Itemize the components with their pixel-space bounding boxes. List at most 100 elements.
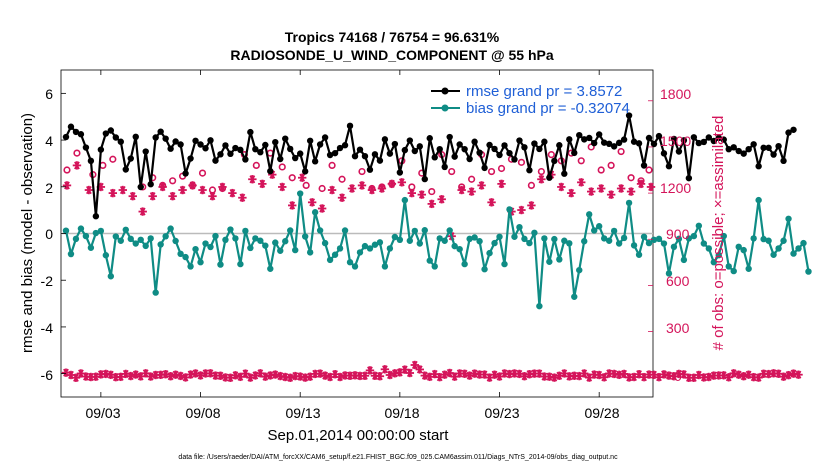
obs-possible-point	[597, 166, 605, 174]
obs-baseline-point	[355, 371, 365, 381]
rmse-point	[765, 144, 772, 151]
rmse-point	[351, 152, 359, 160]
rmse-point	[576, 131, 583, 139]
bias-point	[167, 225, 174, 232]
bias-point	[272, 239, 279, 246]
obs-baseline-point	[779, 372, 788, 381]
bias-point	[466, 235, 473, 243]
legend-bias-label: bias grand pr = -0.32074	[466, 100, 630, 117]
bias-point	[391, 233, 399, 241]
bias-point	[720, 232, 727, 240]
rmse-point	[740, 150, 747, 157]
obs-possible-point	[288, 174, 296, 182]
bias-point	[127, 235, 134, 243]
rmse-point	[82, 144, 90, 151]
bias-point	[381, 263, 389, 270]
rmse-point	[595, 131, 603, 138]
rmse-point	[775, 142, 782, 150]
obs-possible-point	[448, 167, 456, 176]
obs-possible-point	[169, 177, 177, 185]
bias-point	[341, 227, 349, 234]
obs-baseline-point	[724, 373, 733, 382]
bias-point	[800, 239, 807, 247]
obs-baseline-point	[276, 371, 285, 381]
rmse-point	[277, 155, 284, 163]
obs-baseline-point	[545, 372, 554, 381]
rmse-point	[326, 151, 334, 159]
bias-point	[715, 252, 722, 259]
bias-point	[157, 241, 164, 248]
obs-assimilated-point	[587, 187, 596, 196]
bias-point	[745, 265, 752, 272]
obs-assimilated-point	[238, 193, 247, 202]
obs-baseline-point	[231, 371, 240, 380]
bias-point	[501, 260, 508, 268]
rmse-point	[526, 167, 533, 174]
obs-baseline-point	[166, 372, 175, 381]
bias-point	[152, 289, 159, 296]
rmse-point	[366, 166, 374, 173]
bias-point	[730, 267, 737, 275]
legend-rmse-marker	[441, 87, 449, 95]
bias-point	[142, 242, 149, 250]
obs-possible-point	[198, 169, 207, 177]
rmse-point	[72, 128, 80, 136]
rmse-point	[670, 135, 678, 143]
obs-baseline-point	[674, 369, 684, 379]
obs-baseline-point	[380, 365, 390, 374]
rmse-point	[610, 143, 618, 150]
rmse-point	[630, 138, 638, 145]
bias-point	[396, 236, 404, 244]
bias-point	[321, 239, 329, 247]
rmse-point	[720, 136, 727, 143]
bias-point	[122, 226, 129, 233]
obs-baseline-point	[609, 369, 619, 379]
obs-baseline-point	[570, 371, 579, 380]
bias-point	[506, 206, 513, 213]
bias-point	[770, 251, 777, 258]
obs-assimilated-point	[108, 188, 118, 198]
bias-point	[187, 263, 194, 270]
bias-point	[301, 233, 309, 240]
obs-baseline-point	[485, 373, 494, 382]
rmse-point	[316, 141, 324, 148]
obs-baseline-point	[580, 369, 589, 378]
rmse-point	[202, 145, 209, 152]
obs-assimilated-point	[427, 199, 436, 209]
bias-point	[775, 245, 782, 252]
obs-baseline-point	[614, 370, 624, 380]
bias-point	[695, 222, 703, 229]
y2-axis-label: # of obs: o=possible; ×=assimilated	[710, 116, 727, 351]
rmse-point	[441, 163, 448, 171]
bias-point	[675, 235, 683, 243]
obs-baseline-point	[589, 370, 599, 379]
obs-assimilated-point	[307, 198, 317, 207]
bias-point	[615, 240, 623, 247]
rmse-point	[301, 168, 309, 175]
rmse-point	[675, 148, 683, 155]
bias-point	[561, 237, 568, 244]
bias-point	[107, 273, 115, 280]
rmse-point	[516, 137, 523, 144]
bias-point	[426, 257, 433, 264]
rmse-point	[695, 139, 703, 147]
bias-point	[750, 235, 757, 242]
bias-point	[576, 266, 583, 274]
bias-point	[197, 259, 204, 266]
obs-possible-point	[468, 175, 476, 183]
rmse-point	[496, 151, 503, 159]
obs-assimilated-point	[397, 178, 407, 187]
bias-point	[177, 250, 184, 258]
rmse-point	[785, 129, 792, 136]
obs-baseline-point	[300, 373, 310, 382]
rmse-point	[486, 141, 493, 149]
bias-point	[635, 251, 643, 258]
bias-point	[476, 238, 483, 245]
y-axis-label: rmse and bias (model - observation)	[19, 113, 36, 353]
bias-point	[147, 235, 154, 242]
rmse-point	[546, 174, 553, 181]
obs-baseline-point	[365, 366, 375, 375]
x-tick-label: 09/13	[285, 405, 320, 421]
obs-baseline-point	[171, 370, 180, 379]
